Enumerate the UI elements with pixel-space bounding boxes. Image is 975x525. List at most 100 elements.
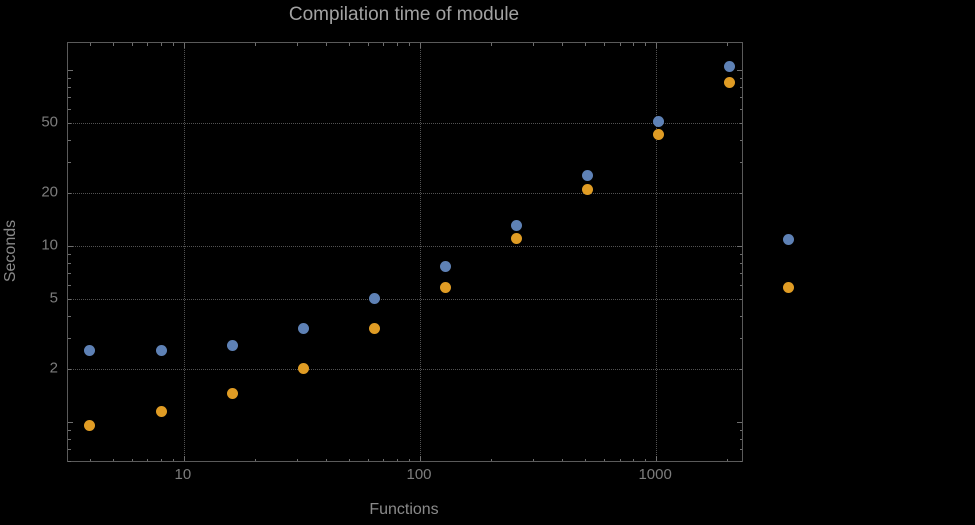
y-tick-mark [739,337,742,339]
x-tick-mark [173,43,175,46]
gridline-x-1000 [656,43,658,461]
y-tick-mark [68,161,71,163]
x-tick-mark [367,458,369,461]
x-tick-mark [562,43,564,46]
x-tick-label: 100 [406,466,432,483]
x-tick-mark [585,43,587,46]
x-tick-label: 1000 [638,466,672,483]
y-tick-label: 2 [49,359,58,377]
x-tick-mark [420,456,422,461]
data-point-series-1 [155,344,167,356]
gridline-y-20 [68,192,742,194]
data-point-series-1 [439,261,451,273]
gridline-y-50 [68,122,742,124]
legend-marker-series-1 [783,234,794,245]
y-tick-mark [737,421,742,423]
x-tick-mark [348,43,350,46]
y-tick-mark [68,449,71,451]
y-tick-mark [739,429,742,431]
x-tick-mark [161,458,162,461]
x-tick-mark [603,43,605,46]
data-point-series-2 [439,282,451,294]
y-tick-label: 5 [49,289,58,307]
y-tick-label: 50 [41,113,58,131]
y-tick-mark [739,298,742,300]
y-tick-mark [739,108,742,110]
x-tick-mark [296,43,298,46]
x-tick-mark [254,43,256,46]
data-point-series-1 [84,344,96,356]
y-tick-mark [68,253,71,255]
y-tick-mark [739,97,742,99]
x-tick-mark [603,458,605,461]
x-tick-mark [183,456,185,461]
y-tick-mark [739,273,742,275]
x-tick-mark [173,458,175,461]
data-point-series-1 [368,293,380,305]
legend-marker-series-2 [783,282,794,293]
x-tick-mark [296,458,298,461]
y-tick-mark [68,262,71,264]
y-tick-mark [68,315,71,317]
x-tick-mark [254,458,256,461]
y-tick-mark [739,439,742,440]
x-tick-mark [131,43,133,46]
x-tick-mark [161,43,162,46]
data-point-series-2 [297,363,309,375]
chart-title: Compilation time of module [288,4,520,25]
x-tick-mark [147,43,149,46]
data-point-series-2 [510,233,522,245]
y-tick-mark [68,245,73,247]
x-tick-mark [562,458,564,461]
x-tick-mark [645,43,647,46]
y-tick-mark [68,368,71,370]
x-tick-mark [112,458,114,461]
x-tick-mark [112,43,114,46]
gridline-y-5 [68,298,742,300]
data-point-series-2 [155,405,167,417]
gridline-y-2 [68,368,742,370]
plot-frame [67,42,743,462]
y-tick-mark [68,337,71,339]
y-tick-mark [739,253,742,255]
x-tick-mark [397,458,399,461]
x-tick-mark [727,458,729,461]
y-tick-mark [739,86,742,88]
y-tick-mark [68,86,71,88]
y-tick-mark [739,315,742,317]
x-tick-mark [645,458,647,461]
x-tick-mark [633,458,635,461]
data-point-series-2 [653,128,665,140]
data-point-series-1 [581,170,593,182]
y-tick-mark [739,262,742,264]
x-tick-mark [326,458,328,461]
x-tick-mark [89,43,91,46]
x-tick-mark [619,458,621,461]
x-tick-mark [656,43,658,48]
y-tick-mark [739,77,742,79]
y-tick-mark [739,161,742,163]
gridline-y-10 [68,245,742,247]
gridline-x-10 [183,43,185,461]
x-tick-mark [585,458,587,461]
x-tick-mark [491,43,493,46]
y-tick-mark [68,122,71,124]
data-point-series-2 [226,388,238,400]
y-tick-mark [68,273,71,275]
x-tick-mark [89,458,91,461]
y-tick-mark [68,108,71,110]
x-tick-label: 10 [174,466,192,483]
x-tick-mark [727,43,729,46]
y-tick-mark [68,298,71,300]
x-tick-mark [367,43,369,46]
x-tick-mark [183,43,185,48]
x-tick-mark [147,458,149,461]
y-tick-mark [68,192,71,194]
x-tick-mark [326,43,328,46]
y-tick-mark [739,449,742,451]
data-point-series-1 [724,60,736,72]
y-tick-mark [737,69,742,71]
x-tick-mark [656,456,658,461]
x-tick-mark [491,458,493,461]
